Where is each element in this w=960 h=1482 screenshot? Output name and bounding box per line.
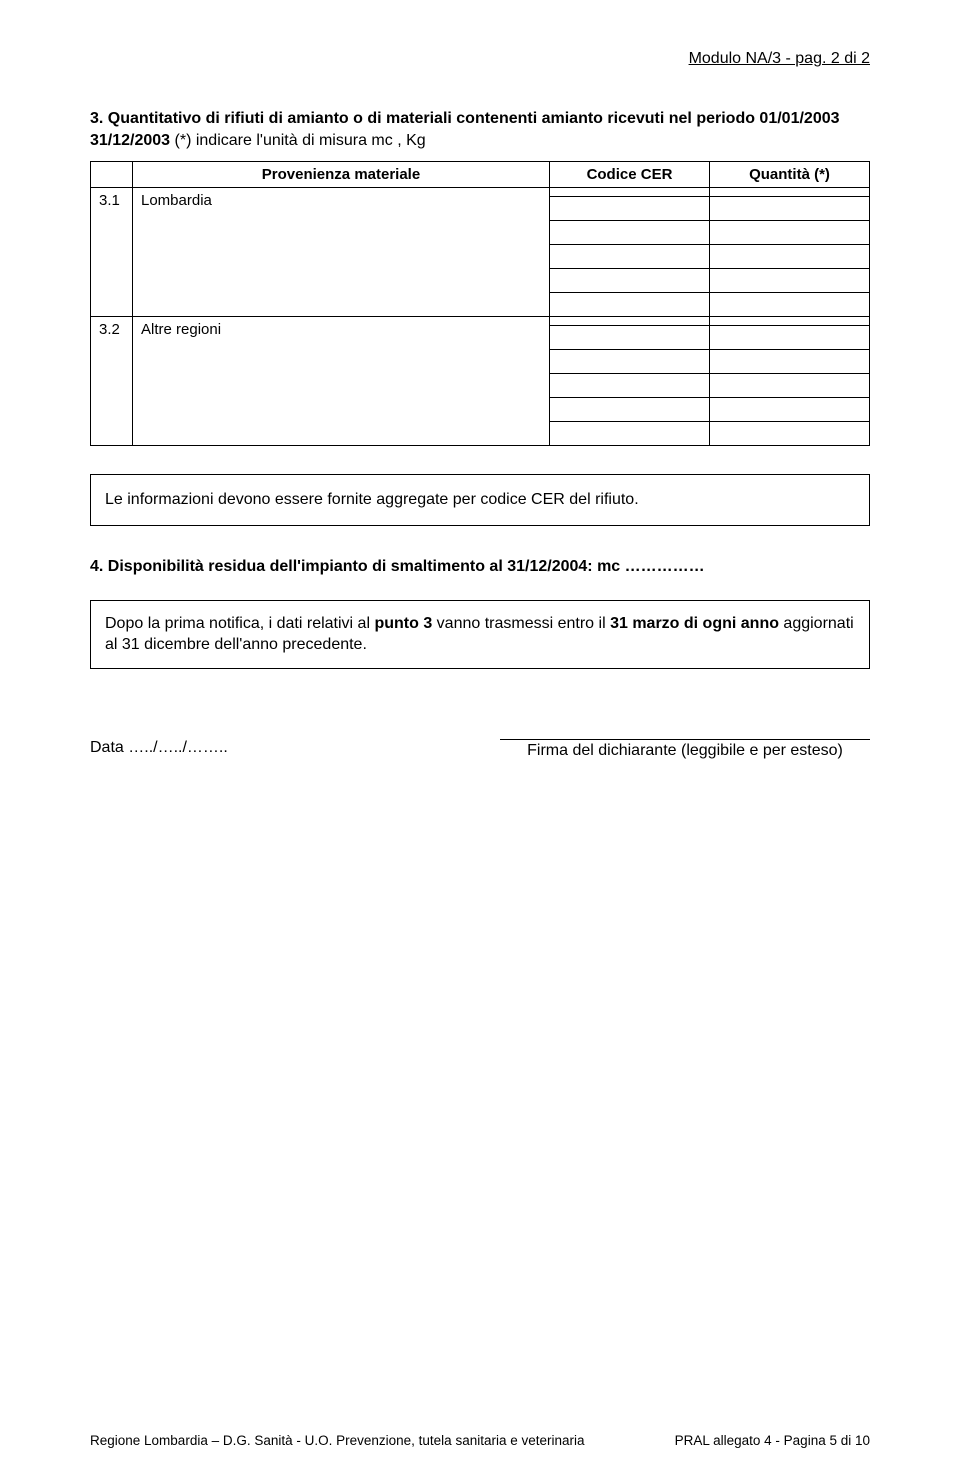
cell-cer[interactable] (550, 316, 710, 325)
cell-cer[interactable] (550, 373, 710, 397)
cell-qty[interactable] (710, 349, 870, 373)
row-altre-index: 3.2 (91, 316, 133, 445)
footer-left: Regione Lombardia – D.G. Sanità - U.O. P… (90, 1433, 585, 1448)
row-altre-regioni: 3.2 Altre regioni (91, 316, 870, 325)
row-lombardia: 3.1 Lombardia (91, 187, 870, 196)
cell-cer[interactable] (550, 349, 710, 373)
col-header-index (91, 161, 133, 187)
row-altre-label: Altre regioni (133, 316, 550, 445)
section-3-number: 3. (90, 110, 103, 127)
signature-line[interactable] (500, 739, 870, 740)
section-3-heading: 3. Quantitativo di rifiuti di amianto o … (90, 108, 870, 153)
cell-qty[interactable] (710, 268, 870, 292)
row-lombardia-index: 3.1 (91, 187, 133, 316)
cell-cer[interactable] (550, 292, 710, 316)
section-4-number: 4. (90, 558, 103, 575)
page-footer: Regione Lombardia – D.G. Sanità - U.O. P… (90, 1433, 870, 1448)
cell-qty[interactable] (710, 373, 870, 397)
cell-qty[interactable] (710, 316, 870, 325)
instruction-mid: vanno trasmessi entro il (432, 615, 610, 632)
cell-cer[interactable] (550, 187, 710, 196)
cell-qty[interactable] (710, 220, 870, 244)
instruction-box: Dopo la prima notifica, i dati relativi … (90, 600, 870, 669)
cell-cer[interactable] (550, 325, 710, 349)
section-3-table: Provenienza materiale Codice CER Quantit… (90, 161, 870, 446)
col-header-cer: Codice CER (550, 161, 710, 187)
instruction-b2: 31 marzo di ogni anno (610, 615, 779, 632)
cell-cer[interactable] (550, 397, 710, 421)
cell-cer[interactable] (550, 244, 710, 268)
date-signature-row: Data …../…../…….. Firma del dichiarante … (90, 739, 870, 760)
signature-block: Firma del dichiarante (leggibile e per e… (500, 739, 870, 760)
col-header-quantita: Quantità (*) (710, 161, 870, 187)
cell-cer[interactable] (550, 196, 710, 220)
section-3-title-rest: (*) indicare l'unità di misura mc , Kg (170, 132, 426, 149)
cell-qty[interactable] (710, 244, 870, 268)
cell-cer[interactable] (550, 268, 710, 292)
col-header-provenienza: Provenienza materiale (133, 161, 550, 187)
cell-qty[interactable] (710, 196, 870, 220)
cell-qty[interactable] (710, 421, 870, 445)
cell-qty[interactable] (710, 187, 870, 196)
module-header: Modulo NA/3 - pag. 2 di 2 (90, 50, 870, 68)
table-header-row: Provenienza materiale Codice CER Quantit… (91, 161, 870, 187)
note-box: Le informazioni devono essere fornite ag… (90, 474, 870, 526)
instruction-pre: Dopo la prima notifica, i dati relativi … (105, 615, 374, 632)
cell-cer[interactable] (550, 421, 710, 445)
section-4-text: Disponibilità residua dell'impianto di s… (108, 558, 705, 575)
footer-right: PRAL allegato 4 - Pagina 5 di 10 (675, 1433, 870, 1448)
cell-cer[interactable] (550, 220, 710, 244)
instruction-b1: punto 3 (374, 615, 432, 632)
row-lombardia-label: Lombardia (133, 187, 550, 316)
section-4-heading: 4. Disponibilità residua dell'impianto d… (90, 558, 870, 576)
cell-qty[interactable] (710, 292, 870, 316)
signature-label: Firma del dichiarante (leggibile e per e… (500, 742, 870, 760)
cell-qty[interactable] (710, 325, 870, 349)
date-field[interactable]: Data …../…../…….. (90, 739, 228, 757)
cell-qty[interactable] (710, 397, 870, 421)
